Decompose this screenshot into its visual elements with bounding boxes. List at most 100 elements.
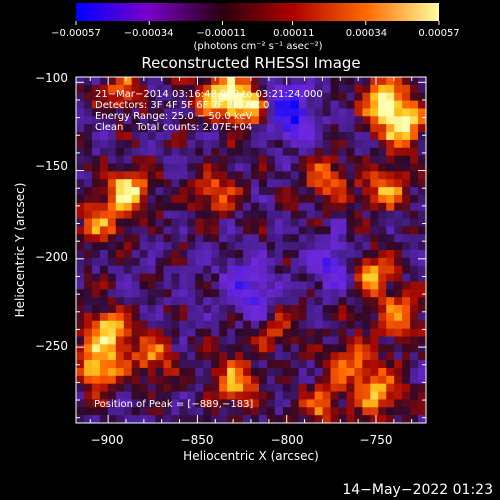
heatmap-cell <box>179 289 188 298</box>
heatmap-cell <box>179 242 188 251</box>
heatmap-cell <box>314 77 324 86</box>
heatmap-cell <box>274 234 284 243</box>
heatmap-cell <box>123 194 133 204</box>
heatmap-cell <box>362 100 371 109</box>
heatmap-cell <box>187 163 196 172</box>
heatmap-cell <box>91 187 101 196</box>
heatmap-cell <box>187 124 196 133</box>
heatmap-cell <box>195 100 204 109</box>
heatmap-cell <box>227 265 236 275</box>
heatmap-cell <box>322 100 332 109</box>
heatmap-cell <box>266 155 276 164</box>
heatmap-cell <box>147 391 157 400</box>
heatmap-cell <box>394 375 403 385</box>
heatmap-cell <box>107 163 117 172</box>
heatmap-cell <box>203 336 212 345</box>
heatmap-cell <box>306 273 316 282</box>
heatmap-cell <box>346 375 355 385</box>
heatmap-cell <box>282 257 292 267</box>
heatmap-cell <box>99 250 109 259</box>
heatmap-cell <box>362 344 371 353</box>
heatmap-cell <box>338 202 347 212</box>
heatmap-cell <box>274 77 284 86</box>
heatmap-cell <box>378 344 387 353</box>
heatmap-cell <box>394 202 403 212</box>
heatmap-cell <box>219 218 228 227</box>
heatmap-cell <box>386 163 395 172</box>
heatmap-cell <box>410 116 419 125</box>
heatmap-cell <box>306 383 316 393</box>
colorbar-unit: (photons cm⁻² s⁻¹ asec⁻²) <box>193 41 322 52</box>
heatmap-cell <box>99 132 109 141</box>
heatmap-cell <box>227 320 236 330</box>
heatmap-cell <box>274 367 284 377</box>
heatmap-cell <box>219 250 228 259</box>
heatmap-cell <box>314 367 324 377</box>
heatmap-cell <box>251 242 260 251</box>
heatmap-cell <box>410 187 419 196</box>
heatmap-cell <box>362 155 371 164</box>
heatmap-cell <box>298 375 308 385</box>
heatmap-cell <box>219 155 228 164</box>
heatmap-cell <box>306 84 316 94</box>
heatmap-cell <box>187 202 196 212</box>
heatmap-cell <box>362 360 371 369</box>
heatmap-cell <box>402 100 411 109</box>
heatmap-cell <box>203 218 212 227</box>
heatmap-cell <box>227 383 236 393</box>
heatmap-cell <box>195 84 204 94</box>
heatmap-cell <box>163 124 172 133</box>
heatmap-cell <box>330 375 339 385</box>
heatmap-cell <box>266 336 276 345</box>
heatmap-cell <box>306 92 316 102</box>
heatmap-cell <box>394 344 403 353</box>
heatmap-cell <box>187 210 196 220</box>
heatmap-cell <box>155 147 164 157</box>
heatmap-cell <box>163 399 172 408</box>
heatmap-cell <box>298 139 308 149</box>
heatmap-cell <box>418 92 426 102</box>
heatmap-cell <box>83 163 93 172</box>
heatmap-cell <box>211 147 220 157</box>
heatmap-cell <box>378 250 387 259</box>
heatmap-cell <box>243 179 252 188</box>
heatmap-cell <box>115 194 125 204</box>
heatmap-cell <box>115 305 125 314</box>
heatmap-cell <box>115 179 125 188</box>
heatmap-cell <box>203 171 212 180</box>
heatmap-cell <box>370 375 379 385</box>
heatmap-cell <box>131 289 141 298</box>
heatmap-cell <box>402 124 411 133</box>
heatmap-cell <box>107 415 117 423</box>
heatmap-cell <box>346 234 355 243</box>
heatmap-cell <box>179 360 188 369</box>
heatmap-cell <box>83 265 93 275</box>
heatmap-cell <box>219 116 228 125</box>
heatmap-cell <box>251 281 260 290</box>
heatmap-cell <box>362 297 371 306</box>
heatmap-cell <box>219 100 228 109</box>
heatmap-cell <box>290 305 300 314</box>
heatmap-cell <box>346 100 355 109</box>
heatmap-cell <box>211 171 220 180</box>
heatmap-cell <box>227 132 236 141</box>
heatmap-cell <box>219 187 228 196</box>
heatmap-cell <box>410 250 419 259</box>
heatmap-cell <box>99 234 109 243</box>
heatmap-cell <box>171 257 180 267</box>
heatmap-cell <box>314 108 324 117</box>
heatmap-cell <box>91 226 101 235</box>
colorbar-ticks <box>75 21 440 25</box>
heatmap-cell <box>306 108 316 117</box>
heatmap-cell <box>107 147 117 157</box>
heatmap-cell <box>402 375 411 385</box>
heatmap-cell <box>123 187 133 196</box>
heatmap-cell <box>235 179 244 188</box>
heatmap-cell <box>195 297 204 306</box>
heatmap-cell <box>115 202 125 212</box>
heatmap-cell <box>187 305 196 314</box>
heatmap-cell <box>306 320 316 330</box>
heatmap-cell <box>99 360 109 369</box>
heatmap-cell <box>330 234 339 243</box>
heatmap-cell <box>243 391 252 400</box>
